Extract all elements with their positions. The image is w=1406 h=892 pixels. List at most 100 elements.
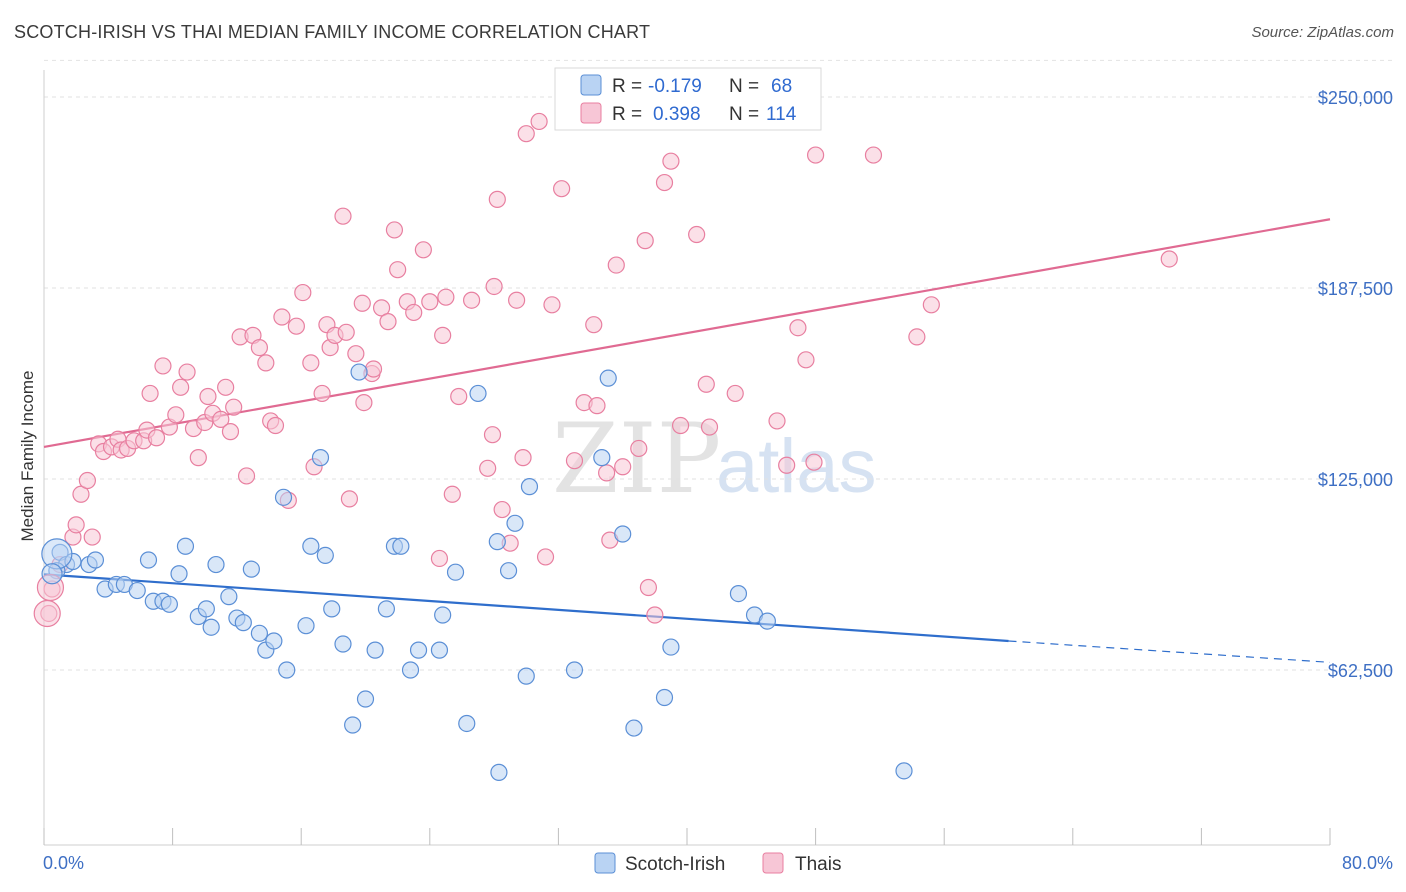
scotch-irish-point	[297, 617, 315, 635]
y-tick-labels: $62,500 $125,000 $187,500 $250,000	[1318, 88, 1393, 681]
scotch-irish-point	[655, 688, 674, 707]
scotch-irish-point	[139, 551, 158, 569]
scotch-irish-point	[392, 537, 410, 555]
scotch-irish-point	[274, 488, 293, 506]
thais-point	[141, 384, 159, 403]
thais-point	[355, 394, 373, 412]
thais-point	[697, 375, 715, 393]
scotch-irish-point	[517, 667, 535, 685]
thais-point	[33, 599, 61, 628]
thais-point	[530, 112, 548, 131]
thais-point	[212, 410, 230, 429]
thais-point	[517, 125, 535, 143]
thais-point	[726, 384, 744, 403]
thais-point	[630, 439, 648, 458]
scotch-irish-point	[207, 555, 225, 574]
scotch-irish-point	[499, 562, 518, 580]
x-tick-labels: 0.0% 80.0%	[43, 853, 1393, 873]
thais-point	[287, 317, 305, 335]
scotch-irish-point	[41, 563, 63, 585]
thais-point	[266, 416, 285, 435]
thais-point	[864, 146, 883, 164]
scotch-irish-point	[599, 369, 617, 387]
scotch-irish-point	[176, 537, 195, 555]
y-tick-label: $250,000	[1318, 88, 1393, 108]
scotch-irish-point	[430, 641, 449, 659]
thais-point	[908, 328, 926, 346]
scotch-irish-point	[729, 584, 748, 603]
thais-point	[585, 316, 603, 334]
thais-point	[250, 338, 269, 357]
thais-point	[337, 323, 355, 341]
scotch-irish-point	[625, 719, 643, 737]
scotch-irish-point	[662, 638, 680, 656]
thais-point	[167, 406, 185, 424]
thais-point	[347, 345, 365, 363]
scotch-irish-point	[220, 588, 238, 606]
legend-r-label-1: R =	[612, 76, 642, 97]
scotch-irish-point	[302, 537, 320, 555]
thais-point	[172, 378, 190, 396]
scotch-irish-point	[366, 641, 384, 659]
scotch-irish-point	[593, 449, 611, 467]
thais-point	[479, 459, 497, 477]
scotch-irish-point	[434, 606, 452, 624]
thais-point	[379, 313, 397, 331]
scotch-irish-point	[377, 600, 395, 618]
y-tick-label: $187,500	[1318, 279, 1393, 299]
scotch-irish-point	[409, 641, 428, 659]
thais-point	[805, 453, 823, 471]
bottom-legend-swatch-scotch-irish	[594, 852, 616, 874]
thais-point	[294, 283, 312, 302]
scotch-irish-point	[234, 614, 252, 632]
thais-point	[273, 308, 291, 326]
thais-point	[421, 293, 439, 311]
legend-n-label-1: N =	[729, 76, 759, 97]
thais-point	[462, 291, 481, 309]
thais-point	[655, 173, 674, 192]
scotch-irish-point	[488, 533, 506, 551]
legend-n-value-1: 68	[771, 76, 792, 97]
watermark-atlas: atlas	[716, 424, 877, 509]
scotch-irish-point	[128, 581, 146, 600]
thais-point	[553, 180, 571, 198]
scotch-irish-point	[490, 763, 508, 781]
legend-swatch-pink	[580, 102, 602, 124]
scotch-irish-point	[242, 560, 260, 578]
scotch-irish-point	[160, 595, 178, 613]
thais-point	[434, 326, 452, 344]
thais-point	[237, 467, 256, 485]
bottom-legend: Scotch-Irish Thais	[594, 852, 841, 875]
thais-point	[588, 397, 606, 415]
thais-point	[405, 303, 423, 322]
bottom-legend-swatch-thais	[762, 852, 784, 874]
thais-point	[768, 412, 786, 430]
scotch-irish-point	[170, 565, 188, 583]
y-tick-label: $62,500	[1328, 661, 1393, 681]
thais-point	[364, 360, 383, 378]
thais-point	[607, 256, 625, 274]
thais-point	[83, 528, 101, 546]
thais-point	[217, 378, 235, 396]
thais-point	[797, 351, 815, 369]
thais-point	[598, 464, 616, 482]
chart-title: SCOTCH-IRISH VS THAI MEDIAN FAMILY INCOM…	[14, 22, 651, 42]
thais-point	[646, 606, 664, 624]
legend-swatch-blue	[580, 74, 602, 96]
scotch-irish-point	[614, 525, 632, 543]
legend-n-label-2: N =	[729, 104, 759, 125]
thais-point	[700, 418, 719, 436]
thais-point	[493, 500, 511, 519]
scotch-irish-point	[344, 716, 362, 734]
axes	[43, 70, 1331, 846]
thais-point	[688, 225, 706, 244]
thais-point	[1160, 250, 1178, 268]
scotch-irish-point	[265, 632, 283, 650]
scotch-irish-point	[356, 690, 375, 708]
x-tick-label: 80.0%	[1342, 853, 1393, 873]
top-legend: R = -0.179 N = 68 R = 0.398 N = 114	[554, 67, 822, 131]
scotch-irish-point	[334, 635, 352, 653]
data-points	[33, 112, 1178, 781]
thais-point	[72, 485, 90, 503]
grid	[44, 59, 1395, 671]
